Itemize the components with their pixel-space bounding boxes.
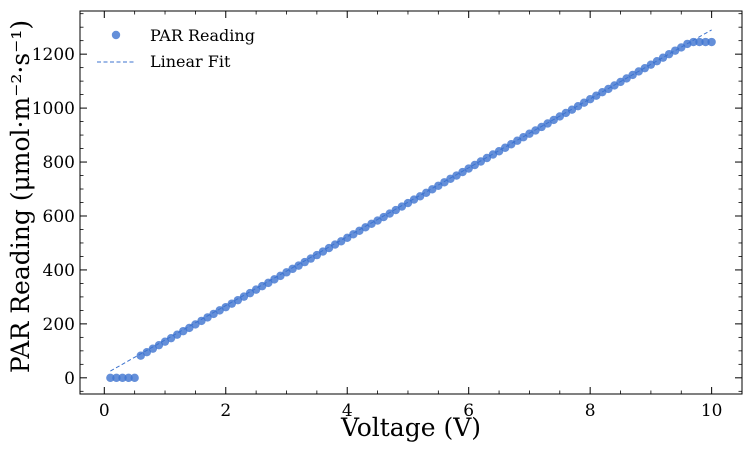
y-tick-label: 200 — [43, 315, 75, 335]
data-point — [658, 53, 668, 62]
data-point — [239, 292, 249, 301]
plot-area — [106, 29, 716, 383]
data-point — [592, 91, 601, 100]
x-tick-label: 2 — [220, 401, 231, 421]
linear-fit-line — [110, 29, 712, 372]
data-point — [191, 320, 200, 329]
x-tick-label: 4 — [342, 401, 353, 421]
data-point — [476, 157, 486, 166]
data-point — [664, 49, 674, 59]
y-axis-label: PAR Reading (μmol·m⁻²·s⁻¹) — [6, 20, 35, 373]
x-tick-label: 0 — [99, 401, 110, 421]
data-point — [154, 340, 164, 350]
data-point — [695, 37, 704, 47]
data-point — [458, 167, 467, 177]
y-axis-ticks: 0 200 400 600 800 1000 1200 — [32, 13, 742, 392]
legend-label-par-reading: PAR Reading — [150, 26, 255, 45]
data-point — [185, 323, 194, 333]
data-point — [318, 247, 328, 256]
legend-marker-par-reading — [111, 30, 121, 40]
data-point — [397, 202, 407, 211]
data-point — [701, 37, 710, 47]
data-point — [142, 347, 152, 357]
y-tick-label: 800 — [43, 153, 75, 173]
data-point — [233, 295, 243, 305]
y-tick-label: 400 — [43, 261, 75, 281]
x-axis-ticks: 0 2 4 6 8 10 — [99, 11, 723, 421]
x-axis-label: Voltage (V) — [340, 413, 481, 442]
data-point — [112, 373, 121, 383]
data-point — [130, 373, 139, 383]
data-point — [379, 212, 388, 222]
data-point — [148, 344, 158, 353]
data-point — [172, 330, 182, 339]
data-point — [106, 373, 115, 383]
y-tick-label: 0 — [64, 369, 75, 389]
data-point — [306, 254, 315, 263]
data-point — [221, 302, 230, 312]
data-point — [689, 37, 698, 47]
data-point — [166, 333, 176, 343]
data-point — [118, 373, 127, 383]
x-tick-label: 6 — [463, 401, 474, 421]
data-point — [160, 337, 170, 346]
data-point — [652, 56, 662, 66]
data-point — [391, 205, 401, 215]
data-point — [707, 37, 716, 47]
data-point — [677, 43, 686, 52]
data-point — [385, 209, 394, 218]
data-point — [227, 299, 237, 308]
data-point — [373, 216, 382, 225]
x-tick-label: 10 — [701, 401, 723, 421]
legend-label-linear-fit: Linear Fit — [150, 52, 231, 71]
y-tick-label: 600 — [43, 207, 75, 227]
x-tick-label: 8 — [585, 401, 596, 421]
y-tick-label: 1000 — [32, 99, 75, 119]
y-tick-label: 1200 — [32, 45, 75, 65]
data-point — [464, 164, 473, 173]
data-point — [470, 160, 479, 170]
data-point — [300, 257, 309, 267]
data-point — [124, 373, 133, 383]
legend: PAR Reading Linear Fit — [97, 26, 255, 71]
data-point — [197, 316, 206, 326]
data-point — [312, 250, 322, 260]
data-point — [537, 122, 546, 132]
data-point — [136, 351, 145, 360]
data-point — [294, 261, 303, 270]
